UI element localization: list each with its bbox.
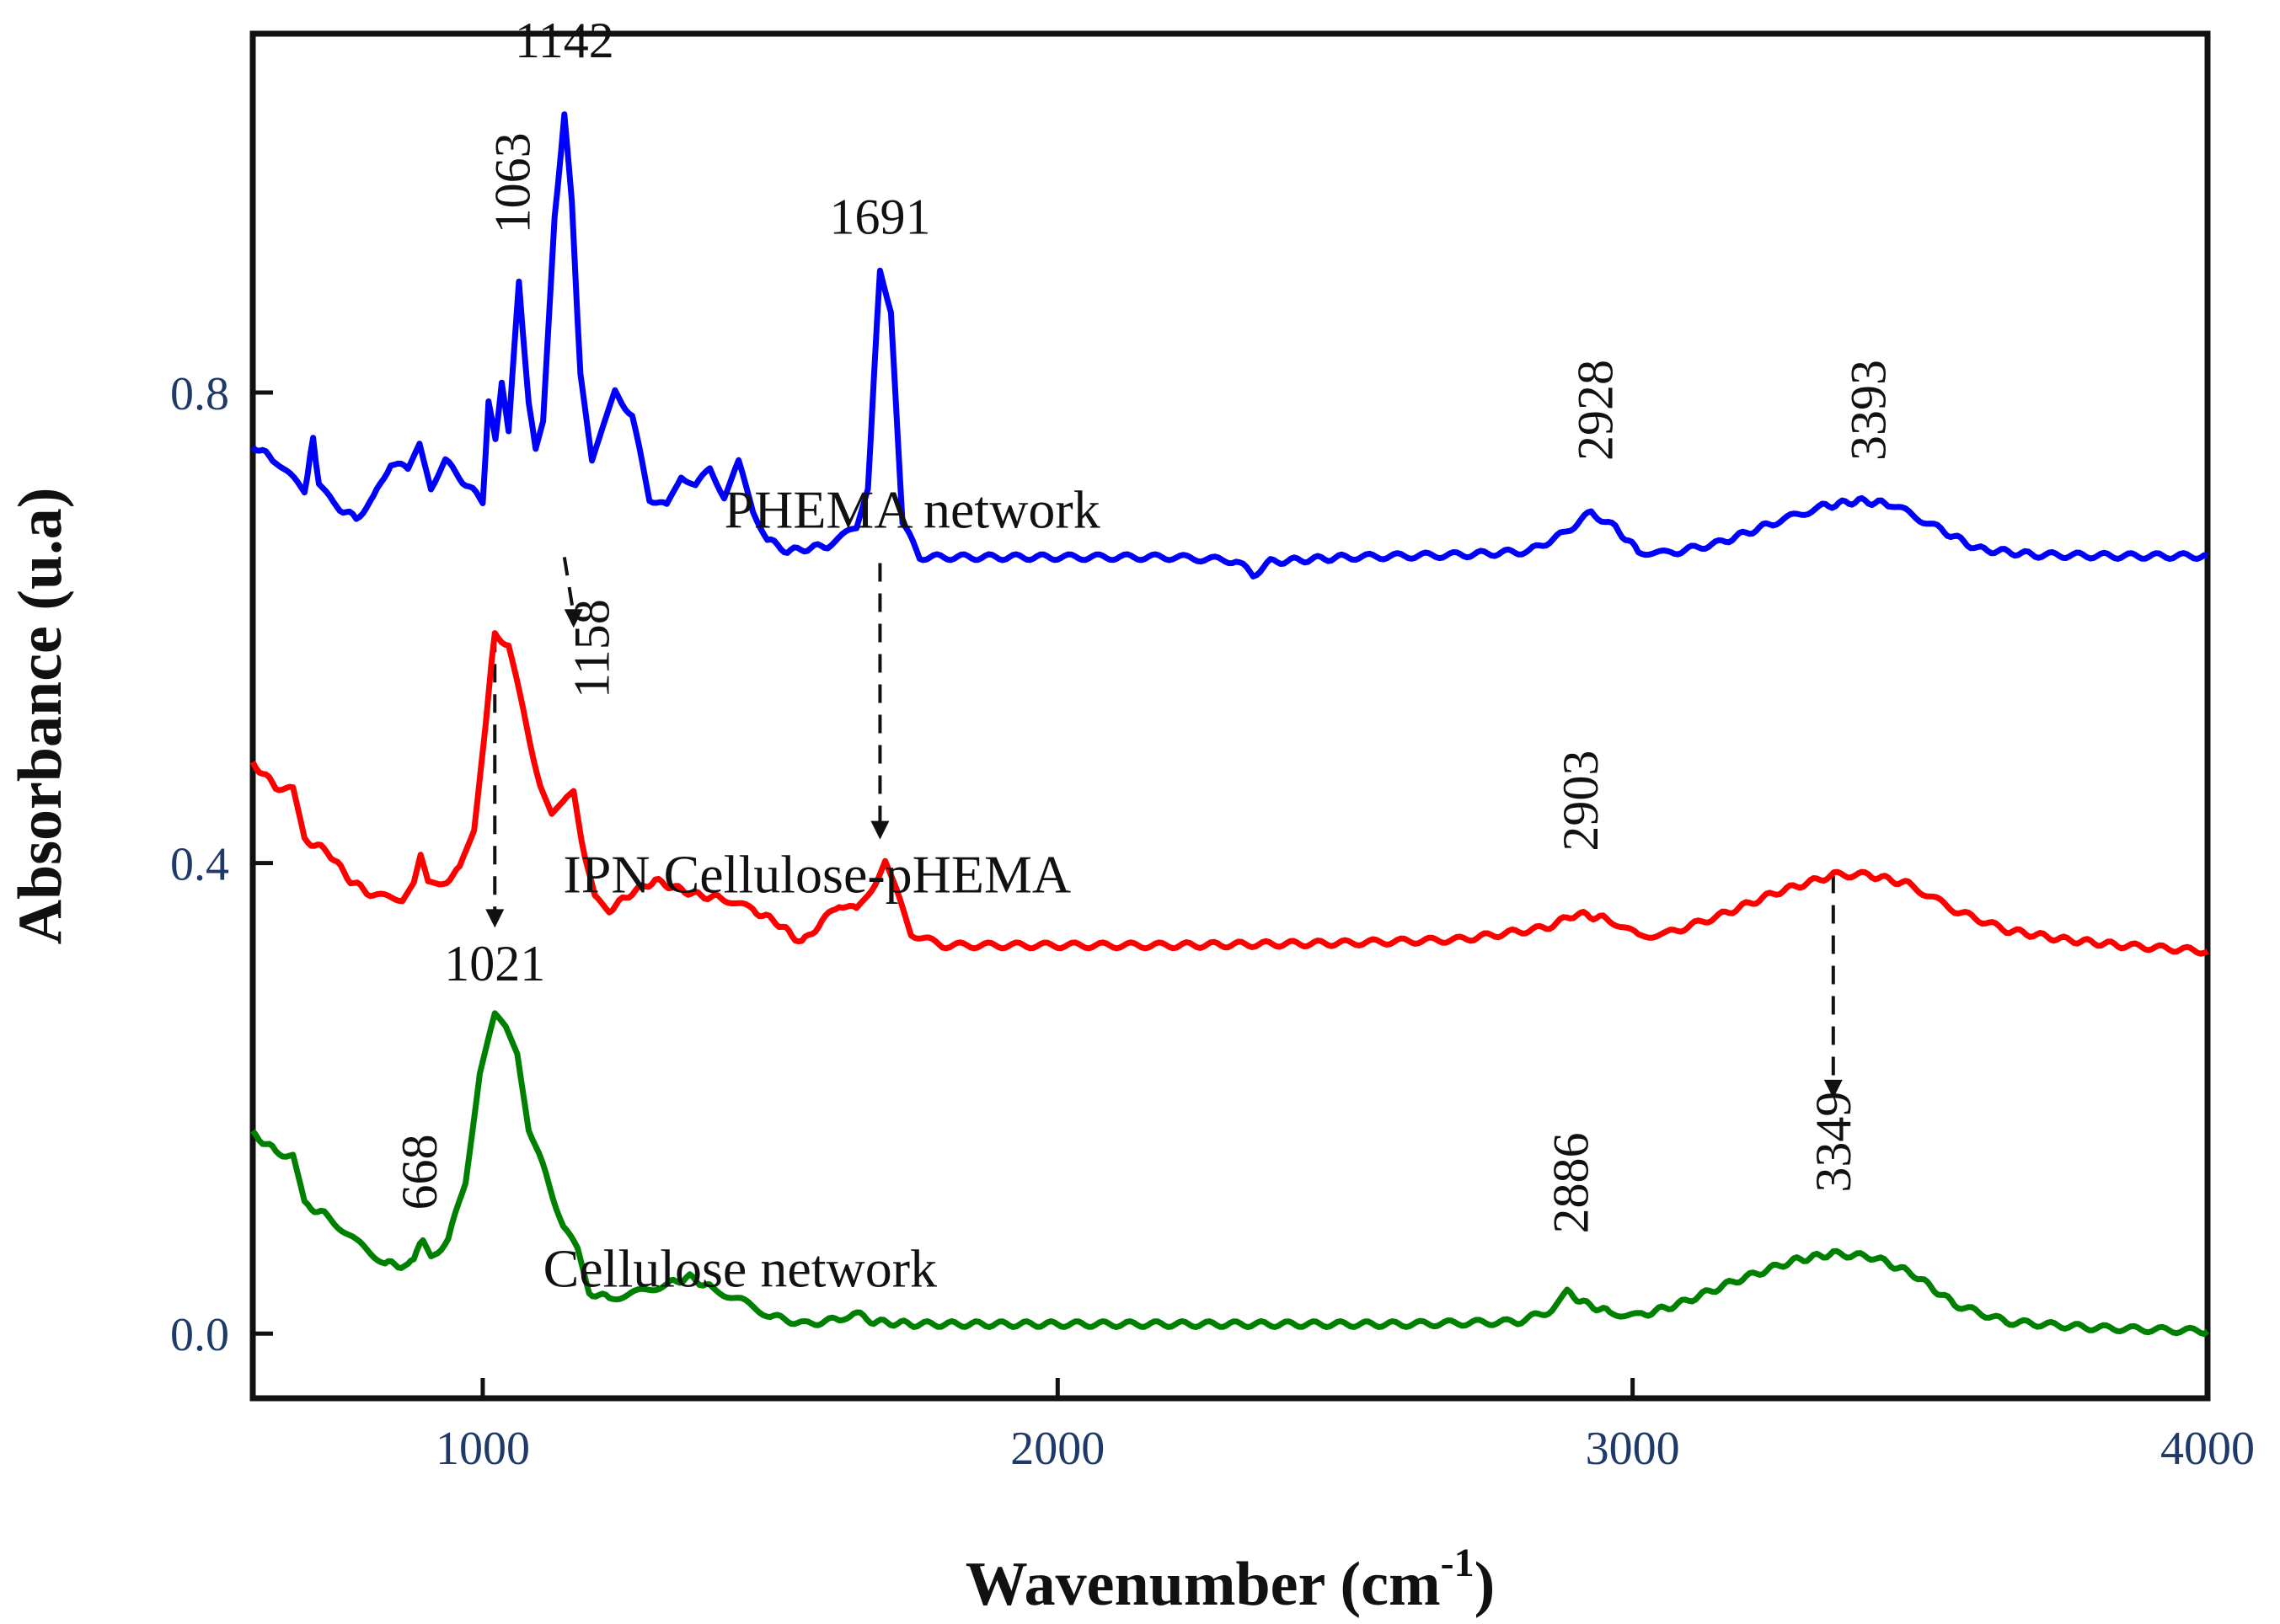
series-label-2: Cellulose network [543, 1238, 937, 1298]
peak-annotation-1063: 1063 [484, 132, 540, 233]
peak-annotation-2886: 2886 [1544, 1132, 1599, 1233]
x-tick-label-1: 2000 [1010, 1423, 1105, 1475]
peak-annotation-3349: 3349 [1806, 1092, 1861, 1193]
series-line-2 [250, 1010, 2210, 1338]
shift-arrows [485, 557, 1843, 1098]
x-tick-label-2: 3000 [1586, 1423, 1680, 1475]
shift-arrow-head-1 [870, 820, 890, 840]
peak-annotation-1021: 1021 [444, 936, 545, 991]
shift-arrow-line-0 [562, 557, 575, 615]
shift-arrow-head-2 [485, 909, 505, 928]
plot-frame [249, 30, 2211, 1402]
series-label-1: IPN Cellulose-pHEMA [563, 844, 1071, 904]
peak-annotation-3393: 3393 [1840, 360, 1896, 461]
shift-arrow-head-0 [564, 609, 583, 628]
y-tick-label-2: 0.8 [170, 368, 229, 420]
series-labels: PHEMA network IPN Cellulose-pHEMA Cellulos… [543, 480, 1100, 1299]
peak-annotation-1142: 1142 [515, 13, 614, 68]
series-label-0: PHEMA network [725, 480, 1100, 540]
peak-annotation-668: 668 [392, 1135, 447, 1210]
peak-annotation-1691: 1691 [829, 189, 930, 244]
axis-ticks: 1000 2000 3000 4000 0.0 0.4 0.8 [170, 368, 2255, 1475]
peak-annotation-2903: 2903 [1553, 751, 1608, 852]
series-line-1 [249, 630, 2209, 957]
series-lines [249, 111, 2210, 1338]
peak-annotation-2928: 2928 [1567, 360, 1623, 461]
x-tick-label-0: 1000 [436, 1423, 530, 1475]
shift-arrow-head-3 [1823, 1079, 1843, 1098]
series-line-0 [250, 111, 2208, 580]
y-axis-title: Absorbance (u.a) [6, 488, 75, 945]
x-axis-title: Wavenumber (cm-1) [966, 1541, 1496, 1619]
peak-annotations: 1142 1063 1691 2928 3393 1158 2903 1021 668 2886 3… [392, 13, 1897, 1234]
x-tick-label-3: 4000 [2160, 1423, 2255, 1475]
peak-annotation-1158: 1158 [565, 599, 620, 698]
y-tick-label-0: 0.0 [170, 1309, 229, 1361]
y-tick-label-1: 0.4 [170, 839, 229, 891]
